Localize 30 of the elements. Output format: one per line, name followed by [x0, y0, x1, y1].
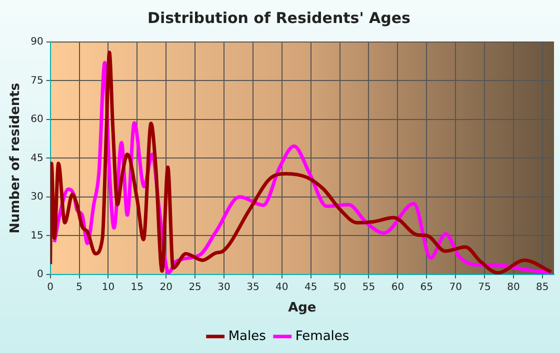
- y-tick-label: 60: [30, 114, 44, 126]
- x-tick-label: 65: [420, 282, 433, 293]
- x-tick-label: 60: [391, 282, 404, 293]
- x-tick-label: 15: [130, 282, 144, 293]
- legend-label: Females: [295, 328, 350, 344]
- y-tick-label: 15: [30, 230, 44, 242]
- y-tick-label: 45: [30, 152, 44, 164]
- y-tick-label: 30: [30, 192, 44, 203]
- x-tick-label: 45: [304, 282, 318, 293]
- y-axis-title: Number of residents: [8, 82, 24, 234]
- x-tick-label: 55: [362, 282, 376, 293]
- x-tick-label: 70: [449, 282, 462, 293]
- x-tick-label: 30: [218, 282, 230, 293]
- x-tick-label: 50: [333, 282, 346, 293]
- x-tick-label: 0: [47, 282, 54, 293]
- y-tick-label: 90: [30, 36, 44, 48]
- x-tick-label: 80: [507, 282, 520, 293]
- x-axis-title: Age: [288, 300, 316, 316]
- x-tick-label: 10: [102, 282, 115, 293]
- legend-label: Males: [228, 328, 266, 344]
- x-tick-label: 5: [76, 282, 82, 293]
- x-tick-label: 40: [276, 282, 288, 293]
- y-tick-label: 0: [36, 268, 44, 280]
- x-tick-label: 75: [478, 282, 491, 293]
- x-tick-label: 25: [188, 282, 202, 293]
- x-tick-label: 35: [246, 282, 260, 293]
- chart-title: Distribution of Residents' Ages: [148, 8, 411, 27]
- y-tick-label: 75: [30, 75, 44, 86]
- x-tick-label: 20: [160, 282, 172, 293]
- x-tick-label: 85: [536, 282, 549, 293]
